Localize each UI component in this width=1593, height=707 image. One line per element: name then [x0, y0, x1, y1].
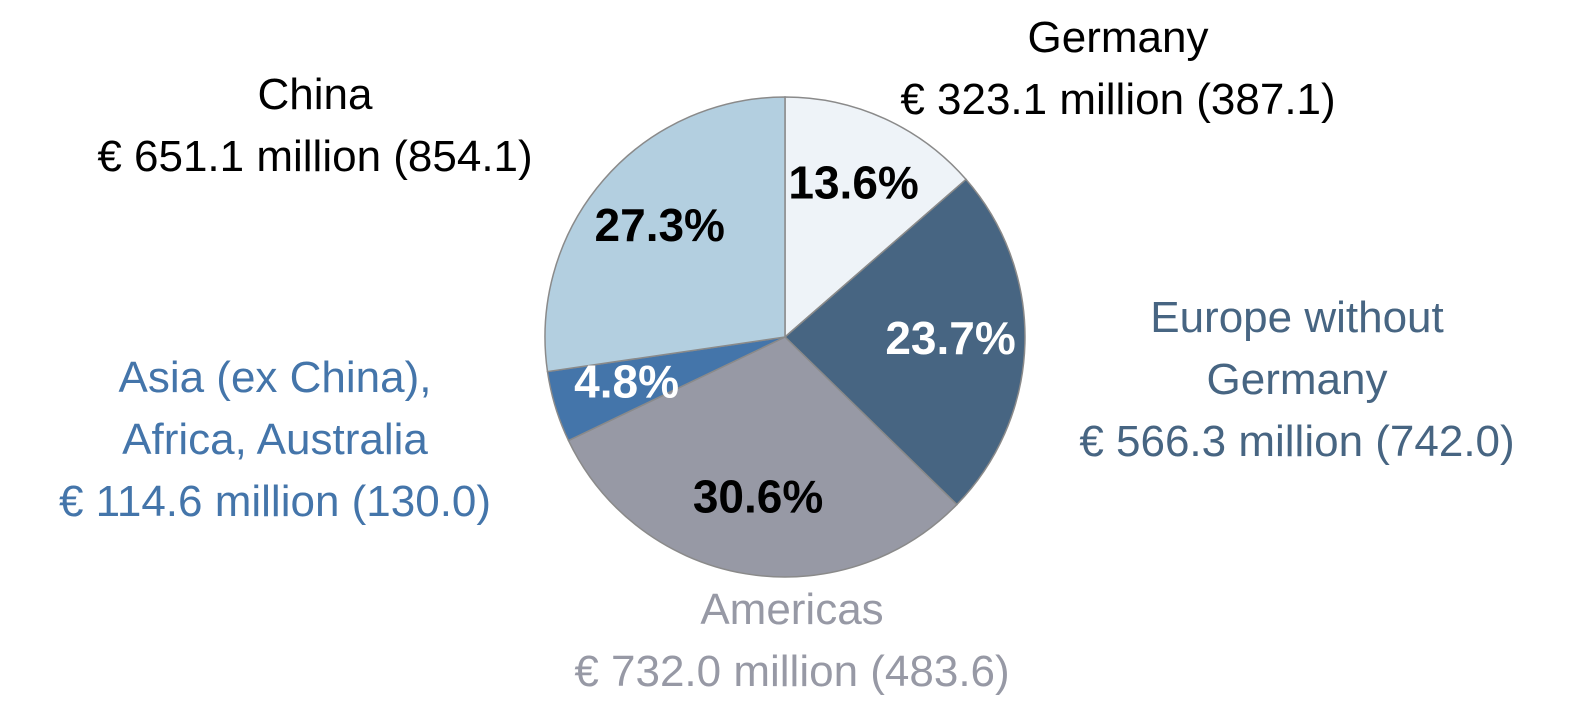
- category-label: Germany: [1027, 13, 1209, 62]
- pie-slice: [544, 96, 786, 373]
- value-label: 30.6%: [693, 471, 823, 523]
- category-label: Americas: [700, 585, 884, 634]
- value-label: 13.6%: [788, 156, 918, 208]
- category-label: Europe without Germany: [1150, 293, 1444, 404]
- detail-label: € 114.6 million (130.0): [58, 477, 492, 526]
- pie-slice: [784, 96, 968, 339]
- label-group: Germany € 323.1 million (387.1): [818, 7, 1418, 131]
- category-label: Asia (ex China), Africa, Australia: [118, 353, 432, 464]
- label-group: Asia (ex China), Africa, Australia € 114.…: [5, 347, 545, 533]
- detail-label: € 566.3 million (742.0): [1079, 417, 1515, 466]
- label-group: China € 651.1 million (854.1): [15, 64, 615, 188]
- label-group: Americas € 732.0 million (483.6): [492, 579, 1092, 703]
- detail-label: € 732.0 million (483.6): [574, 647, 1010, 696]
- value-label: 4.8%: [574, 355, 679, 407]
- detail-label: € 323.1 million (387.1): [900, 75, 1336, 124]
- label-group: Europe without Germany € 566.3 million (7…: [1017, 287, 1577, 473]
- category-label: China: [257, 70, 373, 119]
- detail-label: € 651.1 million (854.1): [97, 132, 533, 181]
- pie-slice: [783, 178, 1026, 506]
- value-label: 23.7%: [885, 312, 1015, 364]
- pie-slice: [567, 336, 958, 578]
- value-label: 27.3%: [595, 199, 725, 251]
